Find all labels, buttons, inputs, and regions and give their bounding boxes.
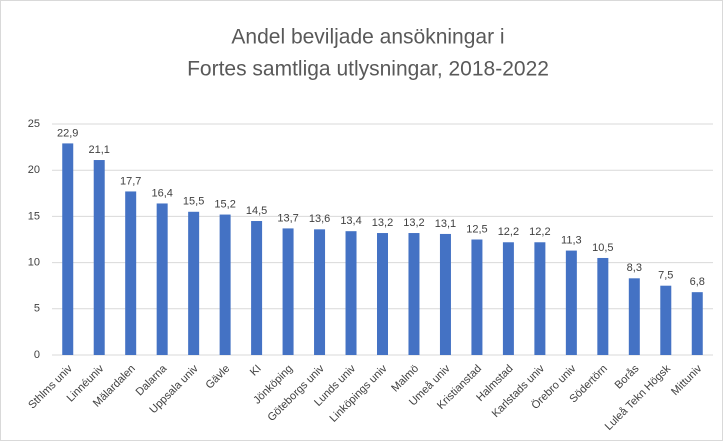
bar [314,229,326,355]
y-tick-label: 10 [28,257,40,269]
y-tick-label: 5 [34,303,40,315]
data-label: 13,1 [435,218,456,230]
bar [534,242,546,355]
bar [93,160,105,355]
chart-title: Fortes samtliga utlysningar, 2018-2022 [187,58,549,81]
bar [628,278,640,355]
chart-title: Andel beviljade ansökningar i [231,26,504,49]
data-label: 16,4 [151,187,172,199]
data-label: 7,5 [658,270,673,282]
y-tick-label: 15 [28,210,40,222]
bar [660,285,672,355]
data-label: 13,6 [309,213,330,225]
bar [408,233,420,355]
data-label: 6,8 [690,276,705,288]
bar [125,191,137,355]
bar [439,233,451,355]
data-label: 8,3 [627,262,642,274]
data-label: 22,9 [57,127,78,139]
data-label: 17,7 [120,175,141,187]
bar [597,257,609,355]
bar [62,143,74,355]
bar [502,242,514,355]
bar [565,250,577,355]
bar [188,211,200,355]
data-label: 10,5 [592,242,613,254]
bar [282,228,294,355]
bar [691,292,703,355]
data-label: 12,2 [529,226,550,238]
data-label: 13,2 [403,217,424,229]
data-label: 11,3 [561,234,582,246]
data-label: 15,5 [183,196,204,208]
bar [156,203,168,355]
y-tick-label: 0 [34,349,40,361]
bar [471,239,483,355]
data-label: 21,1 [89,144,110,156]
y-tick-label: 20 [28,164,40,176]
data-label: 13,4 [340,215,361,227]
bar [251,221,263,355]
data-label: 13,7 [277,212,298,224]
data-label: 15,2 [214,198,235,210]
data-label: 12,2 [498,226,519,238]
data-label: 13,2 [372,217,393,229]
y-tick-label: 25 [28,118,40,130]
data-label: 12,5 [466,223,487,235]
data-label: 14,5 [246,205,267,217]
bar [377,233,388,355]
bar [219,214,231,355]
bar [345,231,357,355]
